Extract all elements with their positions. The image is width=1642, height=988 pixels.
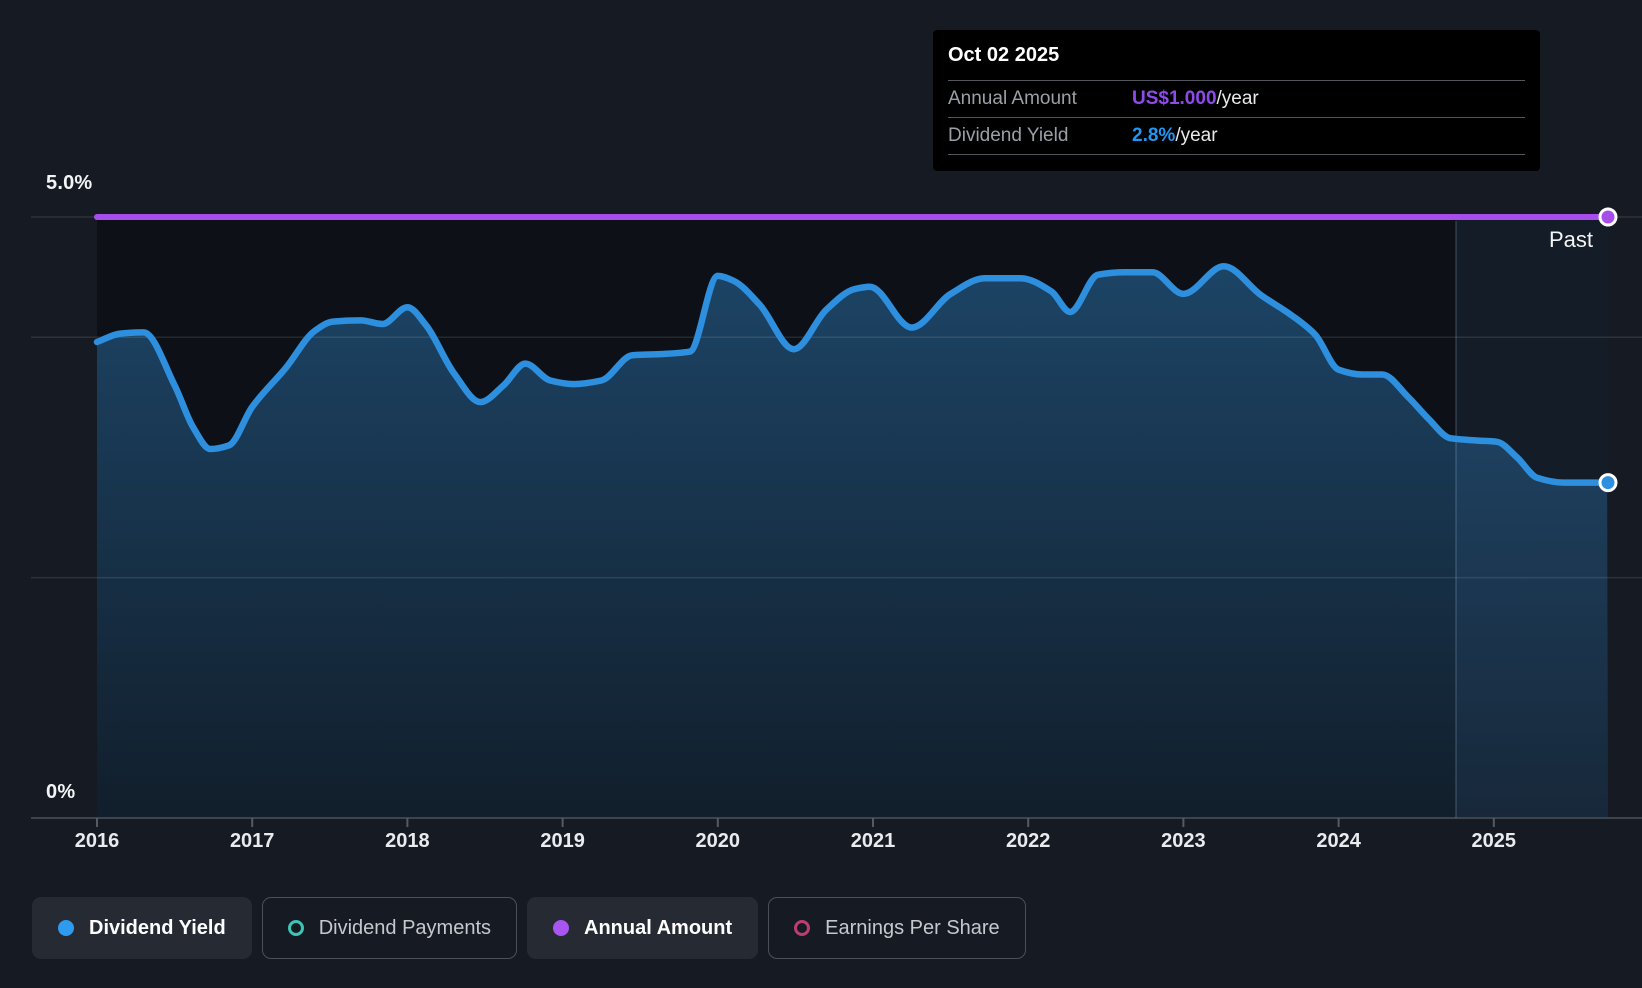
tooltip-row-annual-amount: Annual Amount US$1.000/year xyxy=(948,80,1525,117)
x-axis-label-2017: 2017 xyxy=(229,830,275,852)
dividend-yield-line[interactable] xyxy=(93,263,1611,486)
x-axis-label-2023: 2023 xyxy=(1161,830,1206,852)
dividend-yield-end-marker xyxy=(1598,473,1618,493)
tooltip-value-suffix: /year xyxy=(1216,88,1259,109)
chart-tooltip: Oct 02 2025 Annual Amount US$1.000/year … xyxy=(933,30,1540,171)
legend-button-annual-amount[interactable]: Annual Amount xyxy=(527,897,759,959)
x-axis-label-2016: 2016 xyxy=(74,830,120,852)
legend-button-earnings-per-share[interactable]: Earnings Per Share xyxy=(768,897,1026,959)
dividend-yield-dot-icon xyxy=(58,920,74,936)
legend-label: Dividend Payments xyxy=(318,916,492,939)
x-axis-label-2021: 2021 xyxy=(850,830,896,852)
y-axis-label-top: 5.0% xyxy=(46,172,93,194)
tooltip-value-dividend-yield: 2.8% xyxy=(1132,125,1176,146)
x-axis-label-2022: 2022 xyxy=(1005,830,1051,852)
tooltip-label: Annual Amount xyxy=(948,88,1077,109)
legend-label: Earnings Per Share xyxy=(825,916,1000,939)
x-axis-label-2025: 2025 xyxy=(1471,830,1517,852)
x-axis-label-2020: 2020 xyxy=(695,830,741,852)
tooltip-row-dividend-yield: Dividend Yield 2.8%/year xyxy=(948,117,1525,155)
chart-legend: Dividend Yield Dividend Payments Annual … xyxy=(32,897,1026,959)
x-axis-label-2019: 2019 xyxy=(540,830,585,852)
x-axis-label-2018: 2018 xyxy=(385,830,430,852)
legend-label: Dividend Yield xyxy=(89,916,226,939)
legend-label: Annual Amount xyxy=(584,916,733,939)
annual-amount-end-marker xyxy=(1598,207,1618,227)
past-region-label: Past xyxy=(1548,227,1593,252)
tooltip-value-annual-amount: US$1.000 xyxy=(1132,88,1217,109)
legend-button-dividend-yield[interactable]: Dividend Yield xyxy=(32,897,252,959)
tooltip-date: Oct 02 2025 xyxy=(948,43,1060,66)
tooltip-value-suffix: /year xyxy=(1175,125,1218,146)
x-axis-label-2024: 2024 xyxy=(1316,830,1361,852)
dividend-payments-ring-icon xyxy=(287,920,304,936)
y-axis-label-bottom: 0% xyxy=(46,781,76,803)
annual-amount-dot-icon xyxy=(553,920,570,936)
earnings-per-share-ring-icon xyxy=(794,920,811,936)
dividend-yield-area xyxy=(97,266,1608,818)
tooltip-label: Dividend Yield xyxy=(948,125,1069,146)
legend-button-dividend-payments[interactable]: Dividend Payments xyxy=(261,897,518,959)
